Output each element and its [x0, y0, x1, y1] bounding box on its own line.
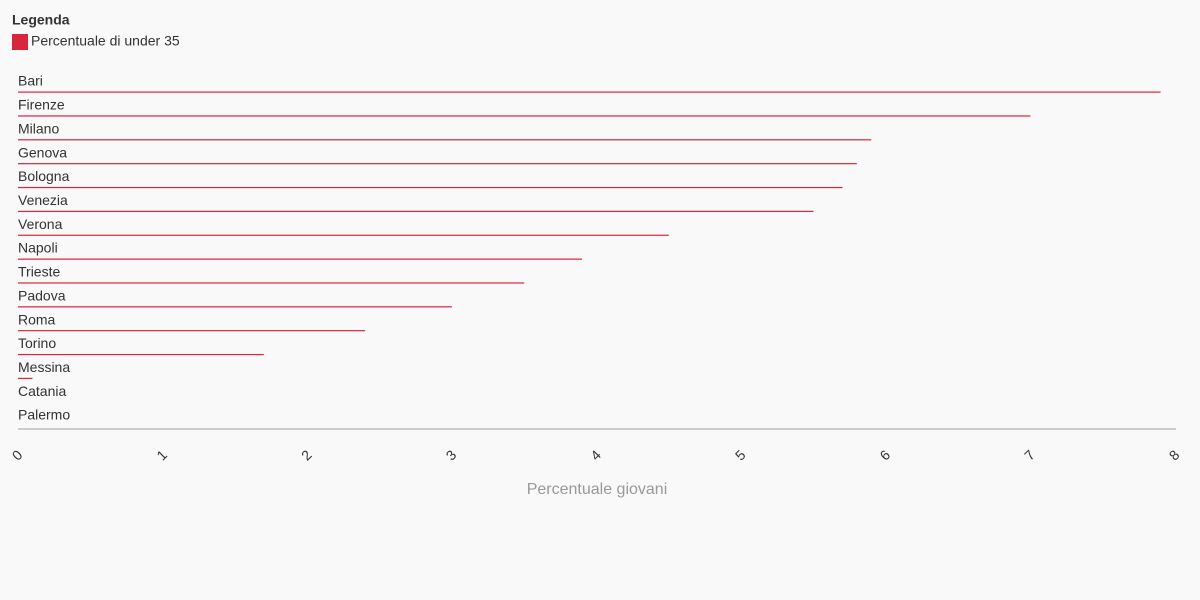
bar: [18, 258, 583, 260]
x-tick-label: 8: [1166, 447, 1183, 464]
x-tick-label: 5: [732, 447, 749, 464]
x-tick-label: 6: [876, 447, 893, 464]
x-tick-label: 0: [9, 447, 26, 464]
bar: [18, 330, 366, 332]
category-label: Verona: [18, 216, 63, 232]
category-label: Messina: [18, 359, 70, 375]
x-tick-label: 7: [1021, 447, 1038, 464]
category-label: Trieste: [18, 264, 60, 280]
category-label: Bologna: [18, 168, 70, 184]
x-tick-label: 4: [587, 447, 604, 464]
x-tick-label: 1: [153, 447, 170, 464]
bar: [18, 163, 857, 165]
category-label: Bari: [18, 73, 43, 89]
x-tick-label: 2: [298, 447, 315, 464]
category-label: Firenze: [18, 97, 65, 113]
category-label: Catania: [18, 383, 66, 399]
category-label: Genova: [18, 144, 67, 160]
bar: [18, 306, 452, 308]
legend-label: Percentuale di under 35: [31, 33, 180, 49]
legend-swatch: [12, 34, 28, 50]
category-label: Palermo: [18, 407, 70, 423]
category-label: Milano: [18, 120, 59, 136]
category-label: Padova: [18, 287, 66, 303]
bar: [18, 91, 1161, 93]
bar: [18, 377, 33, 380]
category-label: Roma: [18, 311, 56, 327]
bar: [18, 234, 669, 236]
category-label: Napoli: [18, 240, 58, 256]
x-axis-title: Percentuale giovani: [527, 481, 668, 498]
x-tick-label: 3: [443, 447, 460, 464]
legend-title: Legenda: [12, 12, 70, 28]
bar: [18, 353, 264, 356]
bar: [18, 282, 525, 284]
category-label: Torino: [18, 335, 56, 351]
bar: [18, 210, 814, 212]
bar: [18, 115, 1031, 117]
bar: [18, 186, 843, 189]
bar: [18, 139, 872, 141]
category-label: Venezia: [18, 192, 68, 208]
